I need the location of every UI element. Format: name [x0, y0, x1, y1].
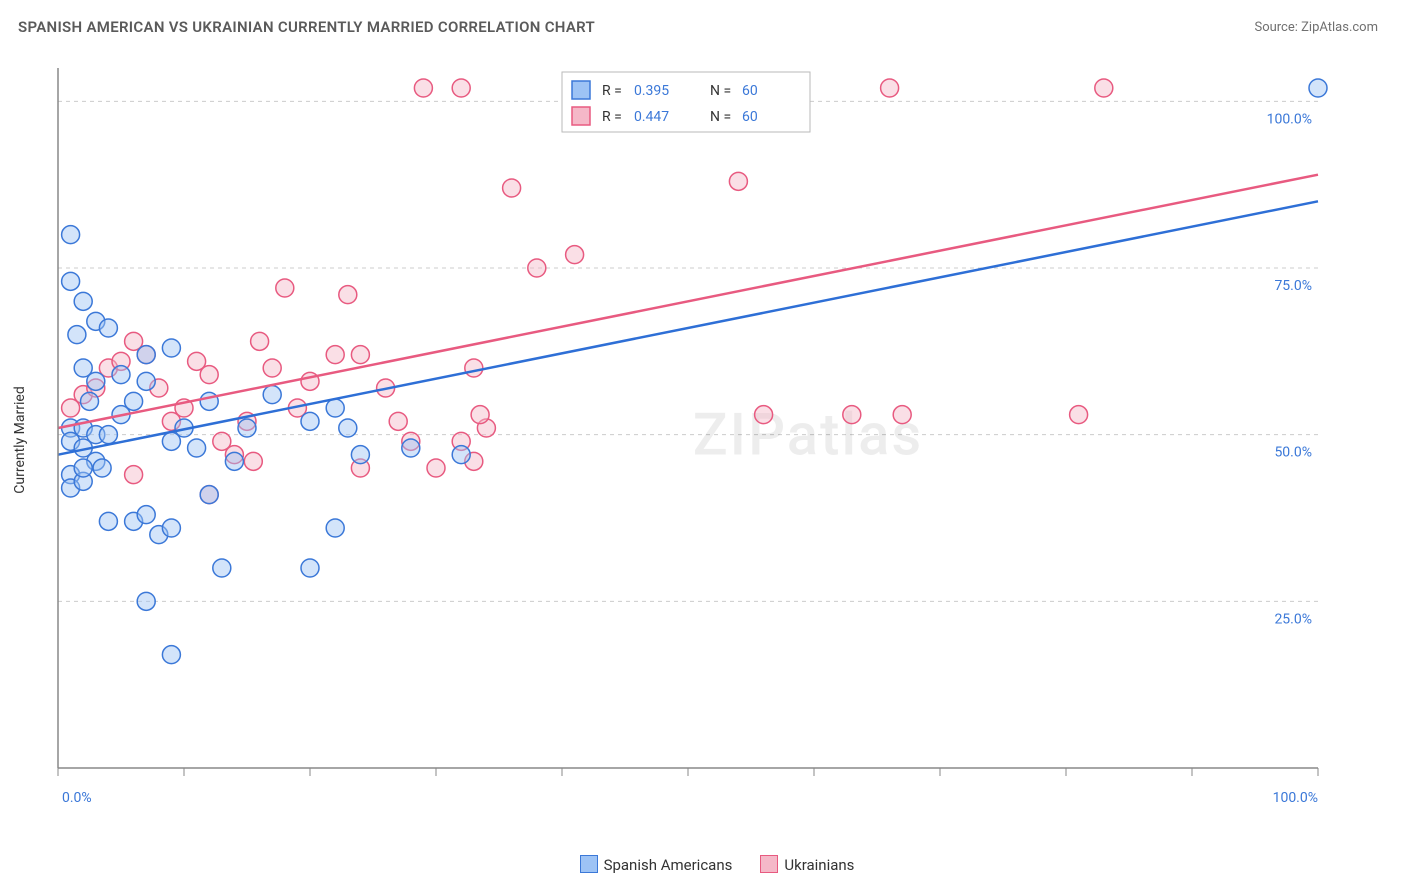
dot-spanish-americans	[137, 346, 155, 364]
dot-spanish-americans	[62, 226, 80, 244]
dot-ukrainians	[125, 466, 143, 484]
dot-ukrainians	[244, 452, 262, 470]
dot-spanish-americans	[162, 432, 180, 450]
dot-spanish-americans	[238, 419, 256, 437]
dot-spanish-americans	[200, 486, 218, 504]
dot-spanish-americans	[99, 319, 117, 337]
dot-ukrainians	[251, 332, 269, 350]
dot-spanish-americans	[1309, 79, 1327, 97]
dot-spanish-americans	[263, 386, 281, 404]
dot-spanish-americans	[137, 592, 155, 610]
footer-swatch	[760, 855, 778, 873]
dot-ukrainians	[465, 359, 483, 377]
legend-n-value: 60	[742, 109, 758, 125]
dot-spanish-americans	[301, 559, 319, 577]
dot-ukrainians	[843, 406, 861, 424]
chart-container: Currently Married 25.0%50.0%75.0%100.0%Z…	[48, 60, 1358, 820]
dot-spanish-americans	[99, 426, 117, 444]
dot-spanish-americans	[99, 512, 117, 530]
dot-ukrainians	[471, 406, 489, 424]
dot-spanish-americans	[301, 412, 319, 430]
footer-swatch	[580, 855, 598, 873]
dot-ukrainians	[200, 366, 218, 384]
legend-r-value: 0.395	[634, 83, 669, 99]
dot-ukrainians	[503, 179, 521, 197]
dot-ukrainians	[755, 406, 773, 424]
dot-spanish-americans	[339, 419, 357, 437]
footer-legend-label: Ukrainians	[784, 856, 854, 874]
y-tick-label: 75.0%	[1274, 278, 1312, 294]
dot-ukrainians	[1095, 79, 1113, 97]
trendline-ukrainians	[58, 175, 1318, 428]
legend-n-label: N =	[710, 109, 731, 125]
dot-ukrainians	[893, 406, 911, 424]
chart-source: Source: ZipAtlas.com	[1254, 20, 1378, 35]
dot-spanish-americans	[68, 326, 86, 344]
dot-ukrainians	[881, 79, 899, 97]
stats-legend-box	[562, 72, 810, 132]
y-tick-label: 50.0%	[1274, 445, 1312, 461]
dot-spanish-americans	[137, 506, 155, 524]
dot-spanish-americans	[62, 272, 80, 290]
dot-ukrainians	[528, 259, 546, 277]
dot-ukrainians	[389, 412, 407, 430]
dot-spanish-americans	[326, 399, 344, 417]
dot-spanish-americans	[87, 372, 105, 390]
dot-ukrainians	[427, 459, 445, 477]
legend-n-value: 60	[742, 83, 758, 99]
dot-spanish-americans	[93, 459, 111, 477]
y-axis-label: Currently Married	[12, 386, 28, 493]
dot-spanish-americans	[162, 339, 180, 357]
dot-spanish-americans	[74, 292, 92, 310]
dot-spanish-americans	[162, 646, 180, 664]
dot-spanish-americans	[188, 439, 206, 457]
dot-spanish-americans	[112, 366, 130, 384]
legend-r-value: 0.447	[634, 109, 669, 125]
legend-swatch	[572, 81, 590, 99]
legend-n-label: N =	[710, 83, 731, 99]
x-max-label: 100.0%	[1273, 790, 1318, 806]
dot-ukrainians	[1070, 406, 1088, 424]
dot-ukrainians	[339, 286, 357, 304]
footer-legend: Spanish Americans Ukrainians	[0, 855, 1406, 874]
dot-spanish-americans	[452, 446, 470, 464]
dot-spanish-americans	[200, 392, 218, 410]
scatter-plot-svg: 25.0% 50.0% 75.0% 100.0% ZIPatlas 0.0% 100.0% R…	[48, 60, 1358, 820]
chart-title: SPANISH AMERICAN VS UKRAINIAN CURRENTLY …	[18, 18, 595, 36]
y-tick-label: 100.0%	[1267, 111, 1312, 127]
y-tick-label: 25.0%	[1274, 611, 1312, 627]
trendline-spanish-americans	[58, 201, 1318, 454]
x-min-label: 0.0%	[62, 790, 92, 806]
dot-ukrainians	[326, 346, 344, 364]
footer-legend-label: Spanish Americans	[604, 856, 733, 874]
dot-spanish-americans	[351, 446, 369, 464]
dot-spanish-americans	[402, 439, 420, 457]
dot-spanish-americans	[125, 392, 143, 410]
dot-ukrainians	[276, 279, 294, 297]
dot-spanish-americans	[225, 452, 243, 470]
dot-spanish-americans	[213, 559, 231, 577]
dot-spanish-americans	[326, 519, 344, 537]
dot-spanish-americans	[81, 392, 99, 410]
dot-ukrainians	[452, 79, 470, 97]
legend-swatch	[572, 107, 590, 125]
dot-spanish-americans	[137, 372, 155, 390]
legend-r-label: R =	[602, 109, 622, 125]
dot-ukrainians	[566, 246, 584, 264]
dot-spanish-americans	[162, 519, 180, 537]
dot-ukrainians	[414, 79, 432, 97]
legend-r-label: R =	[602, 83, 622, 99]
watermark: ZIPatlas	[693, 402, 924, 470]
dot-ukrainians	[351, 346, 369, 364]
dot-ukrainians	[729, 172, 747, 190]
dot-spanish-americans	[74, 459, 92, 477]
dot-ukrainians	[263, 359, 281, 377]
